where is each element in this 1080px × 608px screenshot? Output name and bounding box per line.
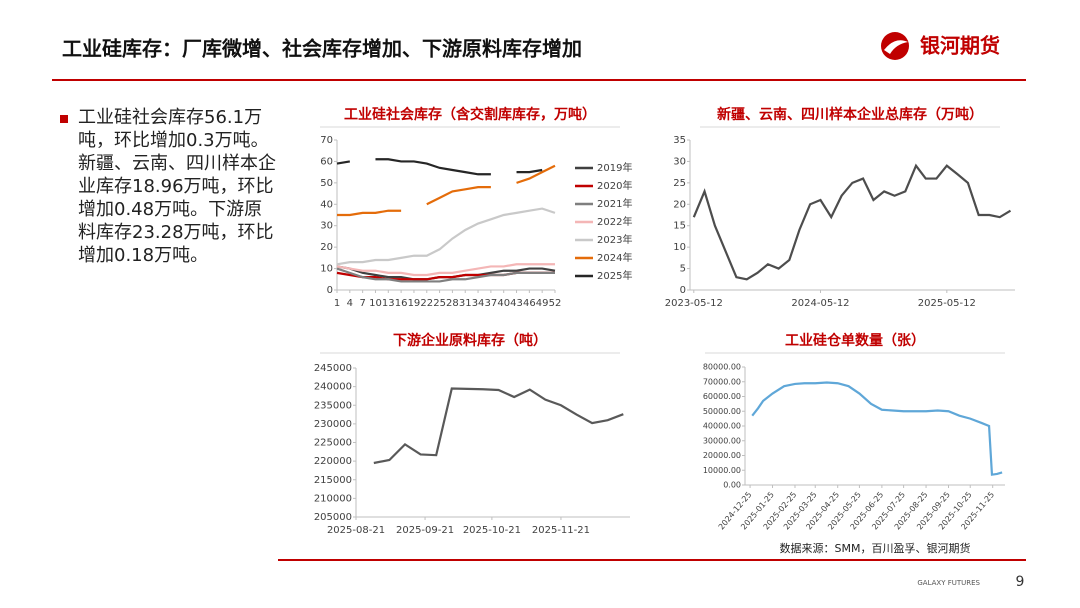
x-tick-label: 1 (334, 298, 340, 309)
y-tick-label: 220000 (314, 456, 352, 467)
y-tick-label: 10 (320, 264, 333, 275)
bullet-text: 工业硅社会库存56.1万吨，环比增加0.3万吨。新疆、云南、四川样本企业库存18… (78, 107, 276, 266)
series-line (336, 263, 555, 277)
x-tick-label: 52 (549, 298, 562, 309)
y-tick-label: 20 (320, 242, 333, 253)
x-tick-label: 31 (459, 298, 472, 309)
footer-rule (278, 559, 1026, 561)
chart-title: 下游企业原料库存（吨） (393, 332, 547, 349)
legend-label: 2020年 (597, 179, 632, 192)
y-tick-label: 0.00 (723, 481, 741, 490)
legend-label: 2022年 (597, 215, 632, 228)
y-tick-label: 20000.00 (703, 451, 741, 460)
bullet-marker (60, 115, 68, 123)
y-tick-label: 50 (320, 178, 333, 189)
x-tick-label: 22 (420, 298, 433, 309)
header-rule (52, 79, 1026, 81)
y-tick-label: 80000.00 (703, 363, 741, 372)
chart-title: 工业硅仓单数量（张） (785, 332, 925, 349)
legend-label: 2019年 (597, 161, 632, 174)
y-tick-label: 0 (680, 285, 686, 296)
y-tick-label: 50000.00 (703, 407, 741, 416)
y-tick-label: 205000 (314, 512, 352, 523)
slide-title: 工业硅库存：厂库微增、社会库存增加、下游原料库存增加 (62, 37, 582, 61)
y-tick-label: 0 (327, 285, 333, 296)
series-line (516, 168, 543, 174)
x-tick-label: 13 (382, 298, 395, 309)
series-line (336, 267, 555, 283)
x-tick-label: 10 (369, 298, 382, 309)
series-line (336, 160, 351, 165)
y-tick-label: 60 (320, 156, 333, 167)
y-tick-label: 30 (673, 156, 686, 167)
x-tick-label: 2023-05-12 (665, 298, 723, 309)
x-tick-label: 34 (472, 298, 485, 309)
x-tick-label: 37 (485, 298, 498, 309)
x-tick-label: 2025-08-21 (327, 525, 385, 536)
y-tick-label: 210000 (314, 493, 352, 504)
source-note: 数据来源：SMM，百川盈孚、银河期货 (780, 541, 971, 555)
footer-brand: GALAXY FUTURES (917, 579, 980, 587)
series-line (375, 158, 491, 176)
logo-swoosh (884, 40, 908, 54)
series-line (336, 207, 556, 266)
y-tick-label: 35 (673, 135, 686, 146)
y-tick-label: 235000 (314, 400, 352, 411)
y-tick-label: 40 (320, 199, 333, 210)
chart-title: 新疆、云南、四川样本企业总库存（万吨） (717, 106, 983, 123)
y-tick-label: 240000 (314, 382, 352, 393)
series-line (692, 163, 1012, 281)
x-tick-label: 40 (497, 298, 510, 309)
series-line (516, 164, 556, 184)
series-line (337, 209, 402, 217)
x-tick-label: 2025-09-21 (396, 525, 454, 536)
y-tick-label: 70000.00 (703, 377, 741, 386)
y-tick-label: 225000 (314, 438, 352, 449)
series-line (373, 387, 624, 465)
x-tick-label: 2025-05-12 (918, 298, 976, 309)
logo-text: 银河期货 (920, 34, 1000, 58)
legend-label: 2023年 (597, 233, 632, 246)
y-tick-label: 70 (320, 135, 333, 146)
y-tick-label: 230000 (314, 419, 352, 430)
y-tick-label: 30000.00 (703, 436, 741, 445)
x-tick-label: 28 (446, 298, 459, 309)
x-tick-label: 7 (359, 298, 365, 309)
series-line (426, 186, 491, 206)
x-tick-label: 19 (408, 298, 421, 309)
y-tick-label: 10000.00 (703, 466, 741, 475)
x-tick-label: 16 (395, 298, 408, 309)
x-tick-label: 2025-10-21 (463, 525, 521, 536)
x-tick-label: 43 (510, 298, 523, 309)
legend-label: 2021年 (597, 197, 632, 210)
y-tick-label: 245000 (314, 363, 352, 374)
page-number: 9 (1016, 574, 1025, 590)
y-tick-label: 215000 (314, 475, 352, 486)
y-tick-label: 40000.00 (703, 422, 741, 431)
chart-title: 工业硅社会库存（含交割库库存，万吨） (344, 106, 596, 123)
legend-label: 2025年 (597, 269, 632, 282)
y-tick-label: 60000.00 (703, 392, 741, 401)
y-tick-label: 5 (680, 264, 686, 275)
legend-label: 2024年 (597, 251, 632, 264)
x-tick-label: 25 (433, 298, 446, 309)
x-tick-label: 4 (347, 298, 353, 309)
y-tick-label: 20 (673, 199, 686, 210)
y-tick-label: 10 (673, 242, 686, 253)
y-tick-label: 25 (673, 178, 686, 189)
y-tick-label: 15 (673, 221, 686, 232)
x-tick-label: 46 (523, 298, 536, 309)
x-tick-label: 2024-05-12 (791, 298, 849, 309)
series-line (751, 381, 1003, 476)
x-tick-label: 49 (536, 298, 549, 309)
x-tick-label: 2025-11-21 (532, 525, 590, 536)
y-tick-label: 30 (320, 221, 333, 232)
